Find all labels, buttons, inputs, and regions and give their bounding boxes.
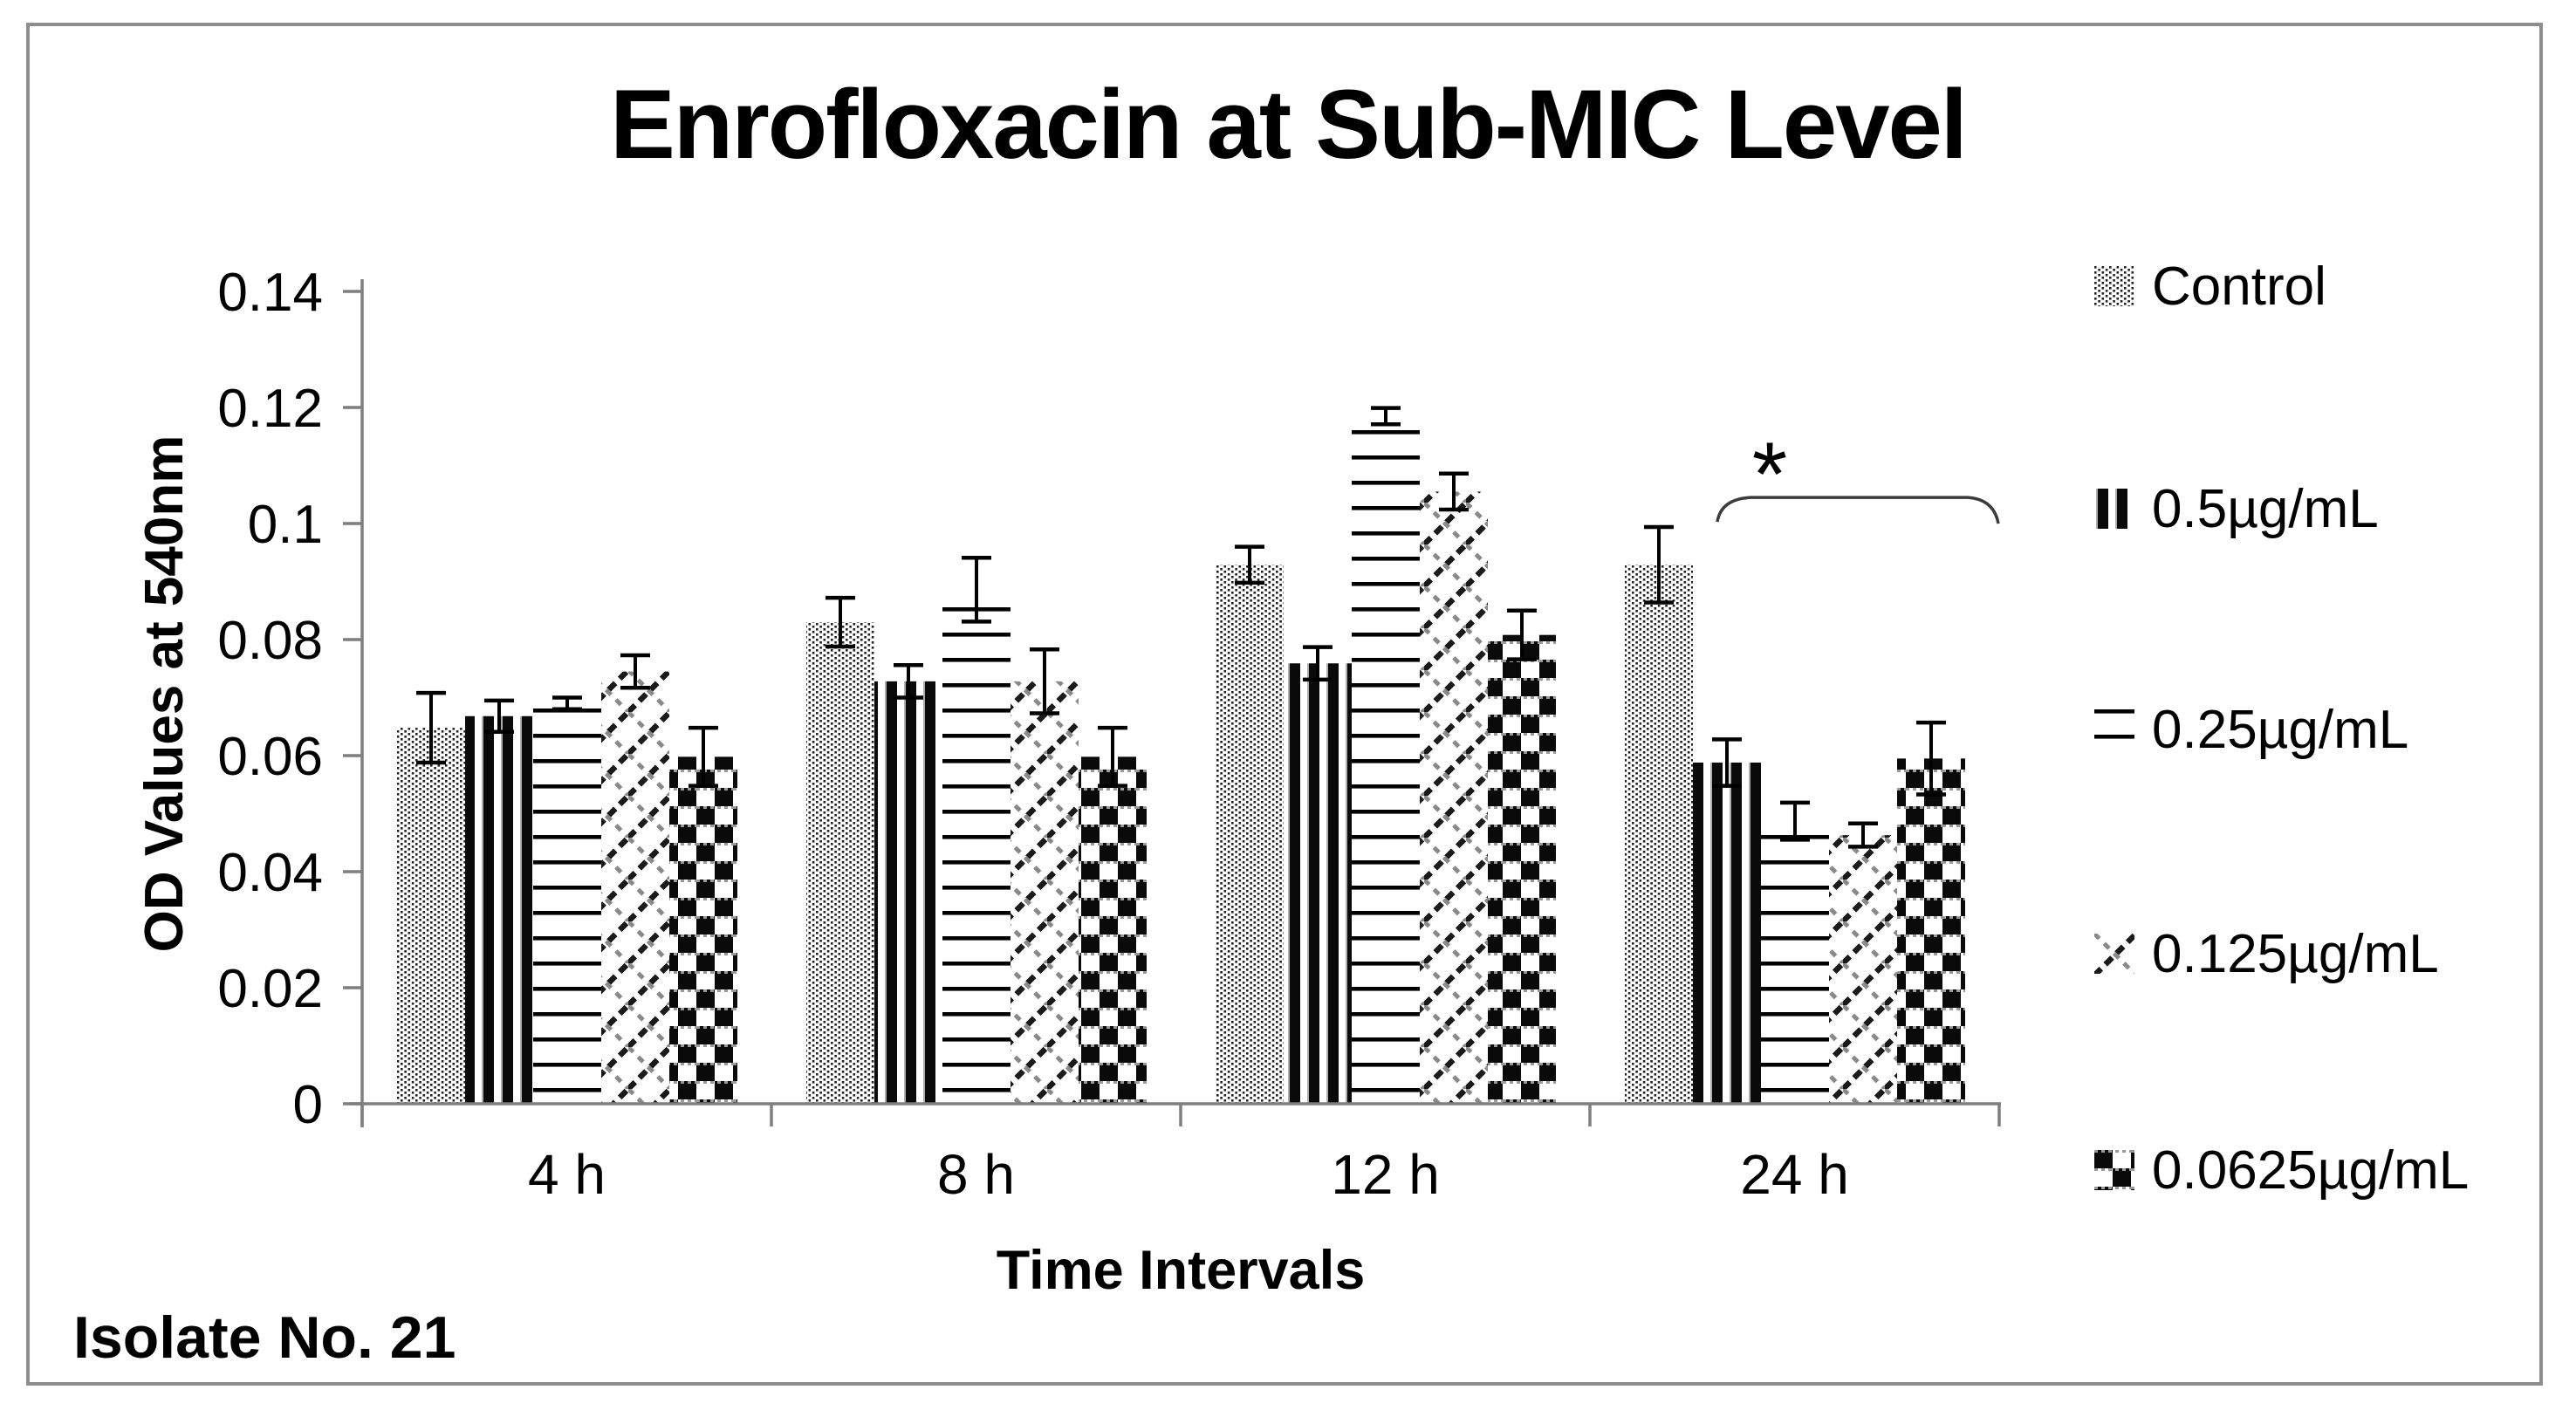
legend-label: Control — [2152, 256, 2326, 317]
bar-group — [874, 663, 942, 1104]
legend-swatch-horizontal-lines — [2094, 709, 2134, 750]
legend-item-0.25µg/mL: 0.25µg/mL — [2094, 689, 2408, 770]
bar-0.5µg/mL-12 h — [1284, 663, 1352, 1104]
bar-group — [1284, 645, 1352, 1104]
bar-0.125µg/mL-24 h — [1829, 835, 1897, 1104]
legend-item-Control: Control — [2094, 246, 2326, 326]
bar-Control-4 h — [397, 728, 465, 1104]
bar-group — [1829, 821, 1897, 1104]
bar-Control-8 h — [806, 622, 874, 1104]
y-tick-label: 0.06 — [217, 727, 323, 787]
bar-group — [1216, 544, 1284, 1104]
legend-swatch-checkerboard — [2094, 1150, 2134, 1190]
y-axis-title: OD Values at 540nm — [134, 435, 195, 953]
bar-Control-24 h — [1625, 565, 1693, 1104]
bar-0.25µg/mL-4 h — [533, 703, 601, 1104]
bar-0.0625µg/mL-4 h — [669, 756, 737, 1104]
legend-item-0.5µg/mL: 0.5µg/mL — [2094, 469, 2379, 549]
x-category-label: 8 h — [937, 1143, 1015, 1206]
bar-0.25µg/mL-24 h — [1761, 821, 1829, 1104]
bar-group — [1897, 720, 1965, 1104]
x-category-label: 12 h — [1331, 1143, 1440, 1206]
x-axis-title: Time Intervals — [996, 1240, 1366, 1301]
legend-label: 0.25µg/mL — [2152, 699, 2409, 760]
legend-item-0.0625µg/mL: 0.0625µg/mL — [2094, 1130, 2469, 1210]
bar-0.0625µg/mL-8 h — [1079, 756, 1147, 1104]
bar-group — [1761, 800, 1829, 1104]
legend-item-0.125µg/mL: 0.125µg/mL — [2094, 914, 2439, 994]
bar-0.5µg/mL-24 h — [1693, 762, 1761, 1104]
bar-group — [1693, 737, 1761, 1104]
y-tick-label: 0.08 — [217, 611, 323, 671]
bars-layer — [397, 406, 1965, 1105]
x-category-label: 4 h — [528, 1143, 606, 1206]
y-tick-label: 0.14 — [217, 263, 323, 323]
legend-swatch-diagonal-weave — [2094, 934, 2134, 974]
bar-group — [1352, 406, 1420, 1105]
isolate-label: Isolate No. 21 — [73, 1304, 456, 1371]
bar-group — [601, 653, 669, 1104]
significance-bracket — [1716, 496, 2000, 524]
bar-group — [397, 690, 465, 1104]
bar-group — [806, 595, 874, 1104]
x-category-label: 24 h — [1740, 1143, 1849, 1206]
bar-0.125µg/mL-8 h — [1011, 681, 1079, 1104]
bar-0.5µg/mL-8 h — [874, 681, 942, 1104]
bar-Control-12 h — [1216, 565, 1284, 1104]
legend-label: 0.125µg/mL — [2152, 923, 2439, 984]
y-tick-label: 0.12 — [217, 379, 323, 439]
bar-0.125µg/mL-4 h — [601, 671, 669, 1104]
bar-group — [942, 555, 1011, 1104]
y-tick-label: 0 — [293, 1075, 323, 1135]
y-tick-label: 0.02 — [217, 959, 323, 1019]
legend-swatch-vertical-stripes — [2094, 489, 2134, 529]
chart-title: Enrofloxacin at Sub-MIC Level — [610, 70, 1968, 179]
bar-group — [1079, 725, 1147, 1104]
bar-group — [1488, 608, 1556, 1104]
bar-0.25µg/mL-8 h — [942, 589, 1011, 1104]
legend-label: 0.0625µg/mL — [2152, 1140, 2470, 1201]
legend-swatch-dots — [2094, 266, 2134, 306]
bar-0.125µg/mL-12 h — [1420, 491, 1488, 1104]
y-tick-label: 0.1 — [248, 495, 323, 555]
bar-group — [465, 698, 533, 1104]
bar-group — [669, 725, 737, 1104]
bar-group — [1011, 647, 1079, 1104]
significance-asterisk: * — [1751, 424, 1788, 525]
bar-group — [533, 695, 601, 1104]
bar-0.0625µg/mL-24 h — [1897, 758, 1965, 1104]
legend-label: 0.5µg/mL — [2152, 478, 2379, 539]
y-tick-label: 0.04 — [217, 843, 323, 903]
axes-layer: 0 0.02 0.04 0.06 0.08 0.1 0.12 0.14 4 h 8 h 12 h 24… — [217, 263, 2001, 1206]
bar-0.0625µg/mL-12 h — [1488, 634, 1556, 1104]
bar-0.25µg/mL-12 h — [1352, 415, 1420, 1105]
bar-group — [1625, 524, 1693, 1104]
bar-group — [1420, 471, 1488, 1104]
bar-0.5µg/mL-4 h — [465, 715, 533, 1104]
